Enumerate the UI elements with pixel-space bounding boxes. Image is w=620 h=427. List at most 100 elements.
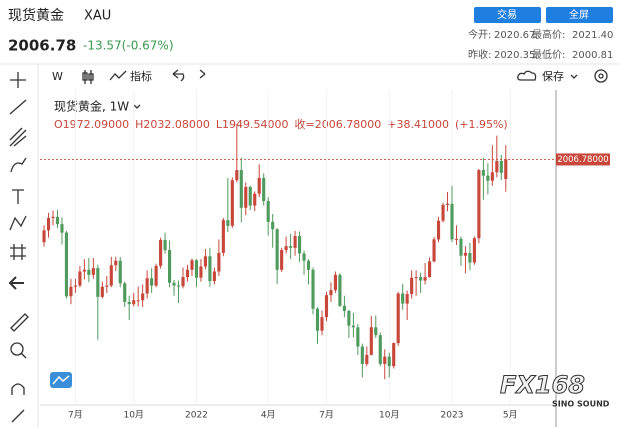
candle-body xyxy=(51,216,55,218)
candle-body xyxy=(454,238,459,240)
candle-body xyxy=(42,230,46,243)
ohlc-legend: O1972.09000 H2032.08000 L1949.54000 收=2006.… xyxy=(54,117,508,131)
left-toolbar[interactable] xyxy=(8,72,29,423)
x-tick-label: 2023 xyxy=(441,411,464,421)
candle-body xyxy=(450,203,454,240)
last-price-label: 2006.78000 xyxy=(557,155,608,165)
candle-body xyxy=(244,186,248,208)
candle-body xyxy=(383,356,387,364)
save-button[interactable]: 保存 xyxy=(542,69,564,83)
price: 2006.78 xyxy=(8,37,76,55)
save-menu[interactable] xyxy=(570,74,578,79)
candle-body xyxy=(374,327,378,336)
candle-body xyxy=(46,217,51,231)
quote-label: 昨收: xyxy=(468,48,491,61)
interval-button[interactable]: W xyxy=(52,70,63,83)
ohlc-item: 收=2006.78000 xyxy=(295,117,382,131)
legend-title: 现货黄金, 1W xyxy=(54,99,129,114)
candle-body xyxy=(504,159,508,180)
candle-body xyxy=(320,317,324,331)
candle-body xyxy=(141,293,145,301)
quote-value: 2000.81 xyxy=(572,50,613,61)
candle-body xyxy=(289,246,293,248)
candle-body xyxy=(365,354,369,364)
interval-menu[interactable] xyxy=(133,104,141,109)
candle-body xyxy=(401,293,405,304)
candle-body xyxy=(123,283,127,302)
trade-label[interactable]: 交易 xyxy=(497,8,517,21)
candle-body xyxy=(315,308,320,331)
candle-body xyxy=(190,260,194,270)
quote-label: 最高价: xyxy=(532,28,565,41)
candle-body xyxy=(436,220,441,240)
candle-body xyxy=(248,186,252,206)
candle-body xyxy=(132,300,136,305)
candle-body xyxy=(82,269,86,272)
x-tick-label: 5月 xyxy=(503,410,518,421)
x-tick-label: 10月 xyxy=(123,410,143,421)
candle-body xyxy=(150,278,154,286)
candle-body xyxy=(100,286,104,297)
candle-body xyxy=(477,170,481,239)
candle-body xyxy=(208,256,212,282)
candle-body xyxy=(468,252,472,263)
candle-body xyxy=(217,252,221,272)
candle-body xyxy=(351,325,355,328)
candle-body xyxy=(329,290,333,296)
candle-body xyxy=(499,161,503,173)
ohlc-item: (+1.95%) xyxy=(455,118,508,131)
candle-body xyxy=(495,161,499,173)
candle-body xyxy=(87,269,91,275)
trade-button[interactable] xyxy=(474,7,541,23)
candle-body xyxy=(73,285,77,287)
ohlc-item: O1972.09000 xyxy=(54,118,129,131)
logo-mark xyxy=(52,375,70,385)
plot: 7月 10月 2022 4月 7月 10月 2023 5月 2006.78000 xyxy=(40,90,610,421)
candle-body xyxy=(481,170,485,176)
candle-body xyxy=(432,239,436,262)
candle-body xyxy=(306,260,311,270)
cloud-icon[interactable] xyxy=(517,70,537,81)
redo[interactable] xyxy=(199,69,206,79)
candle-body xyxy=(105,285,109,287)
candle-body xyxy=(463,252,468,256)
fullscreen-label[interactable]: 全屏 xyxy=(569,8,589,21)
candle-body xyxy=(235,170,239,181)
candle-body xyxy=(203,256,207,267)
settings-core xyxy=(598,73,604,79)
candle-body xyxy=(410,277,414,295)
instrument-name: 现货黄金 xyxy=(8,7,64,24)
candle-body xyxy=(230,180,234,226)
candle-body xyxy=(284,246,288,251)
candle-body xyxy=(378,335,382,364)
settings[interactable] xyxy=(594,69,608,83)
candle-body xyxy=(490,172,494,181)
candle-body xyxy=(356,327,360,347)
indicator-button[interactable]: 指标 xyxy=(130,69,152,83)
candle-body xyxy=(109,265,113,286)
candle-body xyxy=(360,346,364,364)
candle-body xyxy=(387,356,391,367)
fullscreen-button[interactable] xyxy=(546,7,613,23)
candle-icon[interactable] xyxy=(82,70,94,84)
candle-body xyxy=(226,220,230,226)
indicator-icon[interactable] xyxy=(109,70,127,81)
undo[interactable] xyxy=(172,69,185,82)
x-tick-label: 7月 xyxy=(319,410,334,421)
quote-label: 最低价: xyxy=(532,48,565,61)
candle-body xyxy=(91,268,95,275)
candle-body xyxy=(96,268,100,297)
candle-body xyxy=(441,204,445,221)
candle-body xyxy=(69,286,73,297)
candle-body xyxy=(293,235,297,248)
change: -13.57(-0.67%) xyxy=(83,39,174,53)
candle-body xyxy=(262,177,266,202)
quote-value: 2020.67 xyxy=(494,30,535,41)
candle-body xyxy=(396,293,400,344)
candle-body xyxy=(472,238,476,263)
ohlc-item: H2032.08000 xyxy=(135,118,210,131)
candle-body xyxy=(159,239,163,266)
candle-body xyxy=(428,261,432,278)
x-tick-label: 2022 xyxy=(185,411,208,421)
